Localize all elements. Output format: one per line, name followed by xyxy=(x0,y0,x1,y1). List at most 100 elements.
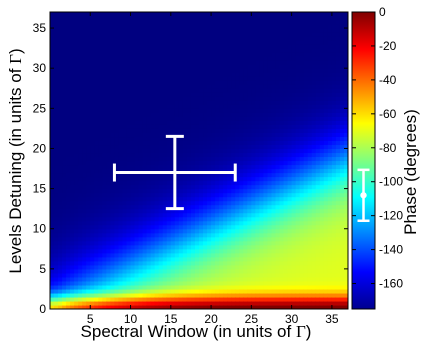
heatmap-cell xyxy=(219,176,224,182)
heatmap-cell xyxy=(259,136,265,142)
heatmap-cell xyxy=(283,212,289,218)
heatmap-cell xyxy=(287,196,293,202)
heatmap-cell xyxy=(178,204,184,210)
heatmap-cell xyxy=(255,228,261,234)
heatmap-cell xyxy=(291,152,297,158)
heatmap-cell xyxy=(70,236,75,242)
heatmap-cell xyxy=(263,276,269,282)
heatmap-cell xyxy=(66,124,71,129)
heatmap-cell xyxy=(315,220,321,226)
heatmap-cell xyxy=(239,224,244,230)
heatmap-cell xyxy=(186,252,192,258)
heatmap-cell xyxy=(50,280,55,286)
heatmap-cell xyxy=(94,80,99,85)
heatmap-cell xyxy=(295,216,301,222)
heatmap-cell xyxy=(82,260,87,266)
heatmap-cell xyxy=(86,264,91,270)
heatmap-cell xyxy=(50,220,55,226)
heatmap-cell xyxy=(255,80,261,85)
heatmap-cell xyxy=(190,232,196,238)
heatmap-cell xyxy=(251,288,256,294)
heatmap-cell xyxy=(134,260,140,266)
heatmap-cell xyxy=(219,264,224,270)
heatmap-cell xyxy=(194,72,200,77)
heatmap-cell xyxy=(247,300,252,306)
heatmap-cell xyxy=(267,24,273,29)
heatmap-cell xyxy=(211,192,216,198)
heatmap-cell xyxy=(235,288,240,294)
heatmap-cell xyxy=(203,148,208,154)
heatmap-cell xyxy=(86,76,91,81)
heatmap-cell xyxy=(130,196,136,202)
heatmap-cell xyxy=(158,264,164,270)
heatmap-cell xyxy=(110,44,116,49)
heatmap-cell xyxy=(283,124,289,129)
heatmap-cell xyxy=(315,228,321,234)
heatmap-cell xyxy=(82,140,87,146)
heatmap-cell xyxy=(142,84,148,89)
heatmap-cell xyxy=(223,64,228,69)
heatmap-cell xyxy=(311,256,317,262)
heatmap-cell xyxy=(194,104,200,109)
heatmap-cell xyxy=(178,272,184,278)
heatmap-cell xyxy=(259,132,265,138)
heatmap-cell xyxy=(207,52,212,57)
heatmap-cell xyxy=(70,12,75,17)
heatmap-cell xyxy=(78,152,83,158)
heatmap-cell xyxy=(146,12,152,17)
heatmap-cell xyxy=(62,292,67,298)
heatmap-cell xyxy=(263,64,269,69)
heatmap-cell xyxy=(267,132,273,138)
heatmap-cell xyxy=(279,276,285,282)
heatmap-cell xyxy=(118,256,124,262)
heatmap-cell xyxy=(295,200,301,206)
heatmap-cell xyxy=(299,168,305,174)
heatmap-cell xyxy=(178,148,184,154)
heatmap-cell xyxy=(166,196,172,202)
heatmap-cell xyxy=(98,180,103,186)
heatmap-cell xyxy=(58,220,63,226)
heatmap-cell xyxy=(231,276,236,282)
heatmap-cell xyxy=(231,272,236,278)
heatmap-cell xyxy=(211,160,216,166)
heatmap-cell xyxy=(78,84,83,89)
heatmap-cell xyxy=(303,100,309,105)
heatmap-cell xyxy=(126,228,132,234)
heatmap-cell xyxy=(114,152,120,158)
heatmap-cell xyxy=(239,72,244,77)
heatmap-cell xyxy=(307,288,313,294)
heatmap-cell xyxy=(110,280,116,286)
heatmap-cell xyxy=(231,244,236,250)
heatmap-cell xyxy=(70,288,75,294)
heatmap-cell xyxy=(243,144,248,150)
heatmap-cell xyxy=(287,44,293,49)
heatmap-cell xyxy=(203,252,208,258)
heatmap-cell xyxy=(227,28,232,33)
heatmap-cell xyxy=(178,160,184,166)
heatmap-cell xyxy=(186,192,192,198)
heatmap-cell xyxy=(190,300,196,306)
heatmap-cell xyxy=(134,228,140,234)
heatmap-cell xyxy=(170,200,176,206)
heatmap-cell xyxy=(102,52,107,57)
heatmap-cell xyxy=(307,236,313,242)
heatmap-cell xyxy=(114,116,120,121)
heatmap-cell xyxy=(74,192,79,198)
heatmap-cell xyxy=(142,240,148,246)
heatmap-cell xyxy=(223,300,228,306)
heatmap-cell xyxy=(186,280,192,286)
heatmap-cell xyxy=(106,84,112,89)
heatmap-cell xyxy=(134,252,140,258)
heatmap-cell xyxy=(62,184,67,190)
heatmap-cell xyxy=(70,80,75,85)
heatmap-cell xyxy=(130,104,136,109)
heatmap-cell xyxy=(303,176,309,182)
heatmap-cell xyxy=(207,112,212,117)
heatmap-cell xyxy=(82,156,87,162)
heatmap-cell xyxy=(263,12,269,17)
heatmap-cell xyxy=(142,172,148,178)
heatmap-cell xyxy=(271,180,277,186)
heatmap-cell xyxy=(186,132,192,138)
heatmap-cell xyxy=(307,272,313,278)
heatmap-cell xyxy=(166,148,172,154)
